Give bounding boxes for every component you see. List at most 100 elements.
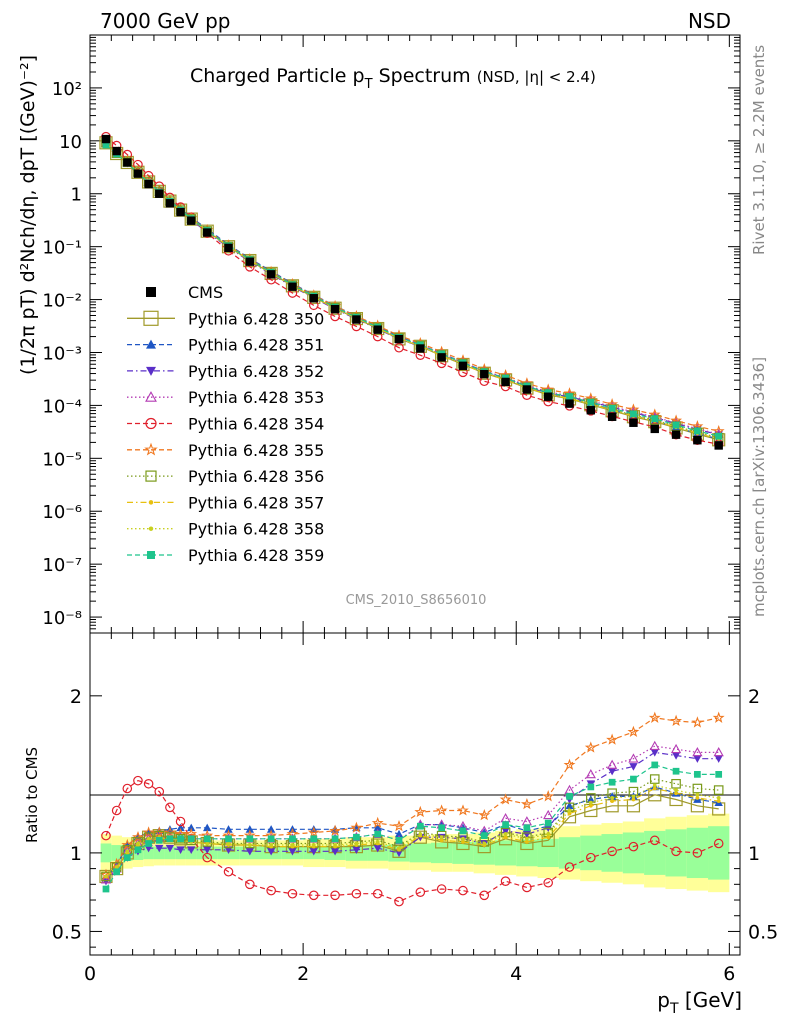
ratio-point-pythia-6-428-355 xyxy=(371,816,384,829)
y-tick-label: 10⁻⁸ xyxy=(42,608,82,629)
ratio-point-pythia-6-428-357 xyxy=(588,803,593,808)
legend-entry-pythia-6-428-355: Pythia 6.428 355 xyxy=(127,441,324,460)
y-tick-label: 10⁻² xyxy=(42,291,82,312)
analysis-id: CMS_2010_S8656010 xyxy=(346,593,487,608)
ratio-point-pythia-6-428-354 xyxy=(154,786,165,797)
ratio-point-pythia-6-428-353 xyxy=(713,747,724,757)
ratio-point-pythia-6-428-354 xyxy=(308,890,319,901)
ratio-point-pythia-6-428-356 xyxy=(671,778,681,789)
ratio-point-pythia-6-428-358 xyxy=(588,800,593,805)
point-pythia-6-428-359 xyxy=(630,410,637,418)
y-tick-label: 10⁻⁴ xyxy=(42,396,82,417)
ratio-point-pythia-6-428-352 xyxy=(714,755,723,763)
ratio-line-pythia-6-428-358 xyxy=(105,784,719,877)
y-tick-label: 10² xyxy=(52,79,82,100)
legend-marker-pythia-6-428-359 xyxy=(147,551,155,559)
ratio-point-pythia-6-428-359 xyxy=(587,783,595,791)
legend-marker-pythia-6-428-351 xyxy=(146,339,156,349)
stat-band xyxy=(601,834,623,872)
ratio-point-pythia-6-428-355 xyxy=(163,826,176,838)
ratio-y-label: Ratio to CMS xyxy=(23,747,41,843)
ratio-point-pythia-6-428-355 xyxy=(329,824,342,836)
ratio-point-pythia-6-428-358 xyxy=(136,841,140,846)
ratio-point-pythia-6-428-354 xyxy=(202,852,213,863)
ratio-point-pythia-6-428-358 xyxy=(652,783,657,788)
y-tick-label: 10 xyxy=(59,132,82,153)
ratio-line-pythia-6-428-352 xyxy=(105,751,719,882)
ratio-point-pythia-6-428-359 xyxy=(113,868,120,876)
point-cms xyxy=(671,430,681,439)
stat-band xyxy=(430,842,453,864)
ratio-pythia-6-428-359 xyxy=(102,761,723,893)
ratio-point-pythia-6-428-352 xyxy=(224,846,233,854)
ratio-point-pythia-6-428-357 xyxy=(631,797,636,802)
ratio-point-pythia-6-428-355 xyxy=(691,716,704,728)
stat-band xyxy=(452,841,474,864)
ratio-point-pythia-6-428-359 xyxy=(353,833,360,841)
ratio-point-pythia-6-428-355 xyxy=(132,831,144,843)
ratio-point-pythia-6-428-354 xyxy=(543,877,553,888)
ratio-point-pythia-6-428-355 xyxy=(142,826,155,838)
stat-band xyxy=(665,829,687,877)
legend-entry-pythia-6-428-354: Pythia 6.428 354 xyxy=(127,415,324,434)
ratio-point-pythia-6-428-359 xyxy=(225,835,232,843)
ratio-point-pythia-6-428-359 xyxy=(395,836,403,844)
ratio-point-pythia-6-428-355 xyxy=(478,808,491,821)
ratio-point-pythia-6-428-352 xyxy=(266,847,276,856)
y-tick-label: 10⁻⁵ xyxy=(42,449,82,470)
point-pythia-6-428-359 xyxy=(608,404,616,412)
ratio-point-pythia-6-428-354 xyxy=(628,841,639,852)
ratio-point-pythia-6-428-352 xyxy=(352,846,361,854)
ratio-point-pythia-6-428-359 xyxy=(166,835,174,843)
point-pythia-6-428-359 xyxy=(694,427,701,435)
ratio-point-pythia-6-428-358 xyxy=(269,843,274,847)
ratio-point-pythia-6-428-353 xyxy=(100,874,112,884)
legend-marker-pythia-6-428-352 xyxy=(146,366,156,376)
ratio-point-pythia-6-428-357 xyxy=(652,786,657,791)
point-cms xyxy=(693,436,702,445)
ratio-point-pythia-6-428-357 xyxy=(524,840,529,844)
legend-entry-pythia-6-428-358: Pythia 6.428 358 xyxy=(127,520,324,539)
point-cms xyxy=(187,216,196,225)
ratio-point-pythia-6-428-354 xyxy=(111,805,122,816)
ratio-point-pythia-6-428-352 xyxy=(203,846,212,854)
ratio-point-pythia-6-428-354 xyxy=(266,885,276,896)
x-tick-label: 2 xyxy=(297,963,309,985)
ratio-point-pythia-6-428-359 xyxy=(310,835,318,843)
ratio-point-pythia-6-428-357 xyxy=(439,838,444,843)
ratio-point-pythia-6-428-353 xyxy=(585,769,596,779)
ratio-line-pythia-6-428-355 xyxy=(105,717,719,876)
ratio-point-pythia-6-428-356 xyxy=(692,783,703,794)
ratio-point-pythia-6-428-357 xyxy=(503,835,508,840)
ratio-point-pythia-6-428-359 xyxy=(187,835,195,843)
point-cms xyxy=(650,424,659,434)
ratio-point-pythia-6-428-357 xyxy=(610,799,615,803)
ratio-point-pythia-6-428-359 xyxy=(289,835,296,843)
point-cms xyxy=(565,399,574,408)
ratio-point-pythia-6-428-355 xyxy=(414,805,427,818)
ratio-point-pythia-6-428-358 xyxy=(146,836,151,841)
legend-label-pythia-6-428-350: Pythia 6.428 350 xyxy=(188,309,324,328)
point-pythia-6-428-359 xyxy=(587,398,595,406)
ratio-point-pythia-6-428-358 xyxy=(567,808,572,813)
stat-band xyxy=(100,843,112,863)
point-cms xyxy=(437,353,446,362)
series-line-pythia-6-428-352 xyxy=(105,143,719,436)
legend-entry-pythia-6-428-359: Pythia 6.428 359 xyxy=(127,546,324,565)
ratio-point-pythia-6-428-358 xyxy=(226,841,231,846)
ratio-point-pythia-6-428-355 xyxy=(648,711,661,723)
point-cms xyxy=(165,199,175,208)
ratio-point-pythia-6-428-351 xyxy=(203,823,212,832)
series-cms xyxy=(101,134,723,450)
ratio-line-pythia-6-428-351 xyxy=(105,786,719,879)
ratio-point-pythia-6-428-355 xyxy=(563,758,576,771)
ratio-point-pythia-6-428-359 xyxy=(267,835,275,843)
legend-marker-pythia-6-428-353 xyxy=(145,391,157,402)
ratio-y-tick-label-right: 0.5 xyxy=(748,921,778,943)
x-label-unit: [GeV] xyxy=(679,988,742,1012)
ratio-point-pythia-6-428-358 xyxy=(418,832,423,836)
ratio-point-pythia-6-428-352 xyxy=(650,749,659,757)
ratio-point-pythia-6-428-355 xyxy=(584,741,597,753)
ratio-point-pythia-6-428-354 xyxy=(143,778,154,789)
ratio-point-pythia-6-428-358 xyxy=(631,794,636,799)
